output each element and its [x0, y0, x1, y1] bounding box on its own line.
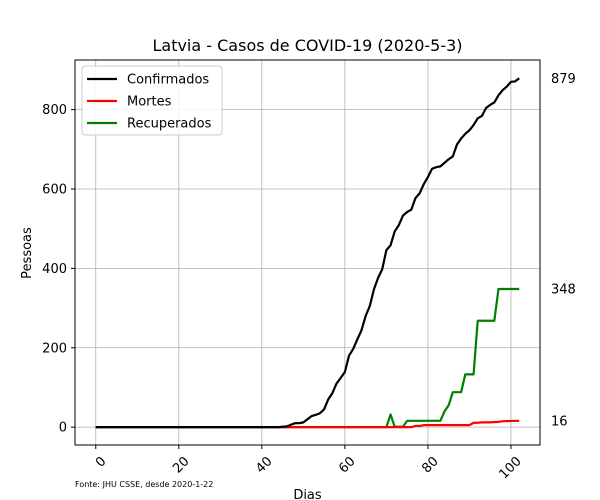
legend-label: Mortes — [127, 95, 172, 110]
x-tick-label: 80 — [419, 454, 441, 476]
end-labels: 879 348 16 — [551, 72, 576, 430]
end-value-label: 348 — [551, 283, 576, 298]
series-line-mortes — [95, 419, 520, 429]
source-note: Fonte: JHU CSSE, desde 2020-1-22 — [75, 480, 213, 489]
chart-title: Latvia - Casos de COVID-19 (2020-5-3) — [152, 36, 462, 55]
y-axis-ticks: 0 200 400 600 800 — [42, 103, 75, 436]
plot-frame — [74, 59, 541, 446]
plot-lines — [95, 77, 520, 429]
x-axis-label: Dias — [293, 488, 322, 500]
legend-label: Confirmados — [127, 73, 209, 88]
x-tick-label: 60 — [336, 454, 358, 476]
y-tick-label: 0 — [59, 421, 67, 436]
x-tick-label: 40 — [253, 454, 275, 476]
legend-label: Recuperados — [127, 117, 212, 132]
series-line-confirmados — [95, 77, 520, 429]
legend: Confirmados Mortes Recuperados — [81, 65, 223, 136]
y-tick-label: 200 — [42, 341, 67, 356]
y-tick-label: 800 — [42, 103, 67, 118]
y-tick-label: 400 — [42, 262, 67, 277]
y-axis-label: Pessoas — [20, 227, 35, 279]
x-axis-ticks: 0 20 40 60 80 100 — [93, 445, 525, 482]
y-tick-label: 600 — [42, 182, 67, 197]
x-tick-label: 20 — [170, 454, 192, 476]
series-line-recuperados — [95, 287, 520, 429]
x-tick-label: 0 — [93, 454, 109, 470]
end-value-label: 16 — [551, 414, 568, 429]
legend-box — [81, 65, 223, 136]
x-tick-label: 100 — [496, 454, 524, 482]
end-value-label: 879 — [551, 72, 576, 87]
